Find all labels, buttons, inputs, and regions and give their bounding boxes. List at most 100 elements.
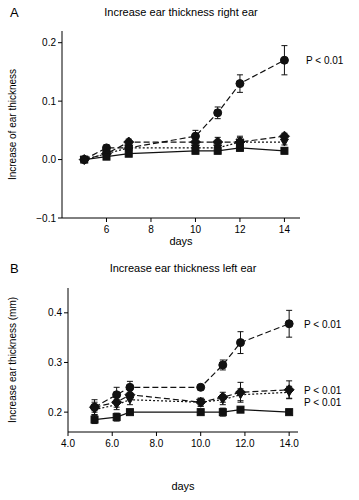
data-point [126, 409, 133, 416]
x-tick-label: 12 [234, 224, 246, 235]
x-tick-label: 4.0 [61, 438, 75, 449]
series-line [84, 136, 284, 159]
y-tick [58, 218, 62, 219]
y-axis [62, 31, 63, 218]
x-tick [156, 432, 157, 436]
data-point [280, 56, 288, 64]
data-point [280, 139, 288, 146]
data-point [81, 156, 88, 163]
data-point [237, 406, 244, 413]
error-bar [215, 148, 221, 154]
x-tick [150, 218, 151, 222]
x-tick [195, 218, 196, 222]
data-point [219, 409, 226, 416]
x-tick [106, 218, 107, 222]
data-point [91, 416, 98, 423]
data-point [103, 153, 110, 160]
x-tick-label: 8.0 [150, 438, 164, 449]
error-bar [237, 75, 243, 93]
error-bar [192, 148, 198, 154]
data-point [237, 339, 245, 347]
x-axis [68, 432, 298, 433]
data-point [126, 397, 134, 404]
plot-area [90, 310, 295, 423]
y-tick-label: 0.1 [42, 96, 56, 107]
annotation: P < 0.01 [304, 397, 342, 408]
data-point [236, 144, 243, 151]
error-bar [114, 400, 120, 410]
x-tick [289, 432, 290, 436]
y-tick [64, 312, 68, 313]
data-point [79, 155, 89, 165]
data-point [286, 409, 293, 416]
error-bar [238, 382, 244, 402]
series-line [95, 390, 290, 407]
x-tick-label: 10.0 [191, 438, 211, 449]
y-tick [58, 42, 62, 43]
x-tick [239, 218, 240, 222]
data-point [236, 80, 244, 88]
annotation: P < 0.01 [304, 385, 342, 396]
x-tick-label: 12.0 [235, 438, 255, 449]
data-point [219, 361, 227, 369]
error-bar [220, 360, 226, 370]
y-tick-label: 0.3 [48, 357, 62, 368]
y-tick [58, 101, 62, 102]
error-bar [286, 381, 292, 399]
figure: A Increase ear thickness right ear 6 8 10 12 1… [0, 0, 359, 500]
data-point [91, 407, 99, 414]
error-bar [281, 148, 287, 154]
data-point [80, 157, 88, 164]
x-tick-label: 8 [148, 224, 154, 235]
x-tick [244, 432, 245, 436]
panel-label: A [10, 5, 19, 20]
series-line [95, 392, 290, 409]
error-bar [220, 408, 226, 416]
error-bar [286, 386, 292, 398]
error-bar [92, 416, 98, 424]
data-point [285, 320, 293, 328]
y-tick-label: 0.4 [48, 307, 62, 318]
title: Increase ear thickness left ear [110, 262, 257, 274]
data-point [125, 150, 132, 157]
title: Increase ear thickness right ear [104, 6, 258, 18]
error-bar [198, 398, 204, 406]
series-line [84, 142, 284, 160]
data-point [113, 402, 121, 409]
x-tick-label: 6 [104, 224, 110, 235]
x-axis [62, 218, 300, 219]
x-tick-label: 14 [279, 224, 291, 235]
x-tick-label: 10 [190, 224, 202, 235]
data-point [214, 109, 222, 117]
y-axis-label: Increase ear thickness (mm) [7, 297, 18, 423]
series-line [95, 410, 290, 420]
error-bar [215, 107, 221, 119]
x-tick [284, 218, 285, 222]
y-tick-label: 0.2 [48, 407, 62, 418]
data-point [197, 399, 205, 406]
y-tick [64, 412, 68, 413]
y-tick [58, 159, 62, 160]
y-tick [64, 362, 68, 363]
y-tick-label: 0.2 [42, 37, 56, 48]
plot-area [79, 46, 289, 165]
panel: B Increase ear thickness left ear 4.0 6.0 8.… [7, 261, 342, 492]
panel: A Increase ear thickness right ear 6 8 10 12 1… [7, 5, 344, 247]
series-line [84, 148, 284, 160]
x-tick-label: 6.0 [105, 438, 119, 449]
error-bar [220, 395, 226, 405]
data-point [197, 409, 204, 416]
x-tick [112, 432, 113, 436]
data-point [197, 383, 205, 391]
y-tick-label: −0.1 [36, 213, 56, 224]
y-axis [68, 288, 69, 432]
data-point [285, 389, 293, 396]
data-point [192, 147, 199, 154]
y-tick-label: 0.0 [42, 154, 56, 165]
error-bar [281, 46, 287, 75]
x-tick [68, 432, 69, 436]
data-point [113, 414, 120, 421]
panel-label: B [10, 261, 19, 276]
error-bar [238, 332, 244, 354]
background [0, 0, 359, 500]
